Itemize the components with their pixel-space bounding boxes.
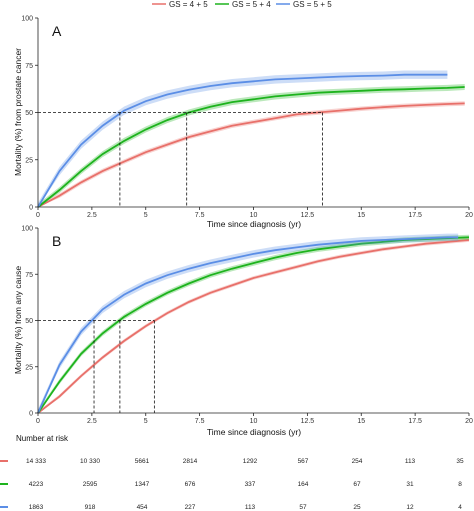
panel-a-y-tick-label: 25 <box>25 157 33 164</box>
panel-a-x-tick-label: 17.5 <box>408 212 422 219</box>
panel-b-y-tick-label: 50 <box>25 318 33 325</box>
panel-a-gs-4-5-line <box>37 102 465 208</box>
panel-b-x-tick-label: 5 <box>144 418 148 425</box>
panel-a-x-tick-label: 5 <box>144 212 148 219</box>
panel-b-median-guides <box>38 320 155 413</box>
legend-label-gs54: GS = 5 + 4 <box>232 0 271 9</box>
risk-table-cell: 337 <box>245 481 256 488</box>
risk-table-cell: 14 333 <box>26 458 46 465</box>
panel-a-median-guides <box>38 112 323 207</box>
risk-table-cell: 10 330 <box>80 458 100 465</box>
panel-b-gs-5-4-ci-band <box>38 234 469 413</box>
risk-table-cell: 25 <box>353 504 361 511</box>
risk-table-title: Number at risk <box>16 434 69 443</box>
panel-a-chart: A 0 2.5 5 7.5 10 12.5 15 17.5 20 0 25 50 75 100 Time … <box>13 16 473 230</box>
risk-table-cell: 918 <box>85 504 96 511</box>
panel-a-x-axis-label: Time since diagnosis (yr) <box>207 219 301 229</box>
panel-a-x-tick-label: 12.5 <box>301 212 315 219</box>
panel-b-series <box>37 233 470 414</box>
risk-table-cell: 5661 <box>135 458 150 465</box>
legend-label-gs45: GS = 4 + 5 <box>169 0 208 9</box>
risk-table-cell: 8 <box>458 481 462 488</box>
risk-table-cell: 57 <box>299 504 307 511</box>
panel-a-y-tick-label: 75 <box>25 63 33 70</box>
risk-table-cell: 454 <box>137 504 148 511</box>
panel-a-gs-5-4-line <box>37 86 465 208</box>
panel-b-x-tick-label: 12.5 <box>301 418 315 425</box>
panel-a-axes: 0 2.5 5 7.5 10 12.5 15 17.5 20 0 25 50 75 100 <box>21 16 473 220</box>
risk-table-cell: 4 <box>458 504 462 511</box>
panel-a-gs-5-5-ci-band <box>38 70 448 207</box>
panel-a-y-tick-label: 0 <box>29 205 33 212</box>
risk-table-cell: 31 <box>406 481 414 488</box>
panel-b-y-axis-label: Mortality (%) from any cause <box>13 266 23 374</box>
risk-table-cell: 676 <box>185 481 196 488</box>
panel-b-x-tick-label: 10 <box>250 418 258 425</box>
panel-a-label: A <box>52 23 62 39</box>
panel-b-gs-5-4-line <box>37 236 470 414</box>
panel-a-x-tick-label: 2.5 <box>87 212 97 219</box>
panel-b-y-tick-label: 25 <box>25 364 33 371</box>
panel-a-x-tick-label: 20 <box>465 212 473 219</box>
panel-b-gs-5-5-ci-band <box>38 233 459 413</box>
panel-b-chart: B 0 2.5 5 7.5 10 12.5 15 17.5 20 0 25 50 75 100 Time … <box>13 226 473 438</box>
risk-table-cell: 1292 <box>243 458 258 465</box>
panel-a-x-tick-label: 7.5 <box>195 212 205 219</box>
risk-table-cell: 113 <box>245 504 256 511</box>
panel-b-gs-5-5-line <box>37 236 459 414</box>
risk-table-cell: 164 <box>298 481 309 488</box>
risk-table-cell: 2814 <box>183 458 198 465</box>
panel-b-label: B <box>52 233 61 249</box>
legend: GS = 4 + 5 GS = 5 + 4 GS = 5 + 5 <box>152 0 332 9</box>
risk-table-cell: 12 <box>406 504 414 511</box>
panel-a-x-tick-label: 10 <box>250 212 258 219</box>
panel-b-axes: 0 2.5 5 7.5 10 12.5 15 17.5 20 0 25 50 75 100 <box>21 226 473 426</box>
panel-a-y-tick-label: 50 <box>25 110 33 117</box>
panel-a-y-axis-label: Mortality (%) from prostate cancer <box>13 48 23 176</box>
risk-table-cell: 2595 <box>83 481 98 488</box>
panel-b-x-tick-label: 20 <box>465 418 473 425</box>
panel-b-x-tick-label: 17.5 <box>408 418 422 425</box>
panel-b-x-tick-label: 0 <box>36 418 40 425</box>
risk-table-cell: 113 <box>405 458 416 465</box>
panel-a-y-tick-label: 100 <box>21 16 33 23</box>
panel-b-y-tick-label: 0 <box>29 411 33 418</box>
risk-table-cell: 227 <box>185 504 196 511</box>
risk-table-cell: 567 <box>298 458 309 465</box>
panel-a-gs-5-4-ci-band <box>38 84 465 207</box>
risk-table-cell: 1347 <box>135 481 150 488</box>
legend-label-gs55: GS = 5 + 5 <box>293 0 332 9</box>
panel-b-y-tick-label: 100 <box>21 226 33 233</box>
number-at-risk-table: Number at risk 14 333 10 330 5661 2814 1292 5… <box>0 434 464 511</box>
risk-table-cell: 1863 <box>29 504 44 511</box>
panel-a-x-tick-label: 0 <box>36 212 40 219</box>
panel-b-y-tick-label: 75 <box>25 272 33 279</box>
panel-a-series <box>37 70 465 208</box>
panel-a-x-tick-label: 15 <box>357 212 365 219</box>
panel-a-gs-5-5-line <box>37 73 448 208</box>
risk-table-cell: 4223 <box>29 481 44 488</box>
panel-b-x-tick-label: 15 <box>357 418 365 425</box>
panel-b-x-axis-label: Time since diagnosis (yr) <box>207 427 301 437</box>
risk-table-cell: 67 <box>353 481 361 488</box>
panel-b-x-tick-label: 7.5 <box>195 418 205 425</box>
panel-b-x-tick-label: 2.5 <box>87 418 97 425</box>
risk-table-cell: 35 <box>456 458 464 465</box>
risk-table-cell: 254 <box>352 458 363 465</box>
panel-b-gs-4-5-line <box>37 239 470 414</box>
